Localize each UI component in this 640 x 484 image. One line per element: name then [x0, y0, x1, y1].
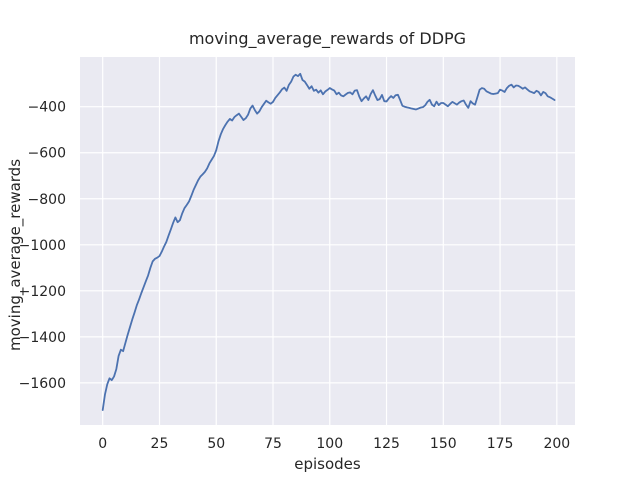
plot-background: [80, 57, 575, 425]
x-tick-label: 175: [487, 436, 514, 452]
y-tick-label: −400: [28, 100, 66, 116]
chart-title: moving_average_rewards of DDPG: [189, 29, 466, 49]
x-tick-label: 25: [151, 436, 169, 452]
x-tick-label: 200: [543, 436, 570, 452]
y-tick-label: −800: [28, 192, 66, 208]
reward-line-series: [101, 72, 556, 411]
x-tick-label: 125: [373, 436, 400, 452]
x-tick-label: 150: [430, 436, 457, 452]
y-tick-label: −1200: [19, 284, 66, 300]
x-tick-label: 100: [316, 436, 343, 452]
y-tick-label: −600: [28, 146, 66, 162]
y-tick-label: −1400: [19, 330, 66, 346]
x-tick-label: 50: [207, 436, 225, 452]
x-axis-label: episodes: [294, 455, 361, 473]
y-tick-label: −1000: [19, 238, 66, 254]
y-axis-label: moving_average_rewards: [6, 159, 25, 351]
x-tick-label: 75: [264, 436, 282, 452]
y-tick-label: −1600: [19, 376, 66, 392]
x-tick-label: 0: [98, 436, 107, 452]
